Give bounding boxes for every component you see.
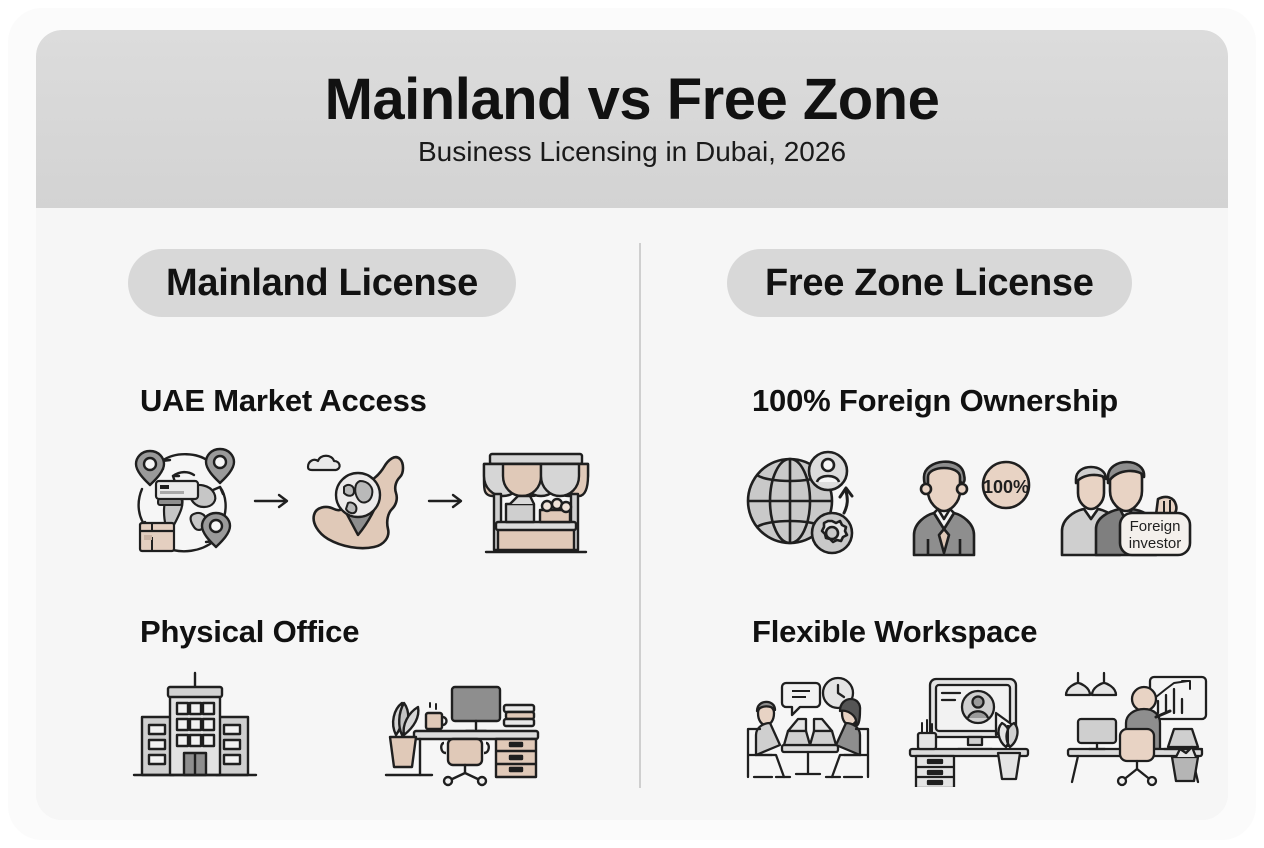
section-heading-physical-office: Physical Office xyxy=(140,614,360,649)
foreign-investor-sign-illustration: Foreign investor xyxy=(1058,443,1192,559)
presentation-workspace-illustration xyxy=(1064,669,1208,787)
page-surface: Mainland vs Free Zone Business Licensing… xyxy=(8,8,1256,840)
comparison-body: Mainland License UAE Market Access xyxy=(36,208,1228,820)
column-header-pill-free-zone[interactable]: Free Zone License xyxy=(727,249,1132,317)
sign-label-line1: Foreign xyxy=(1130,518,1181,535)
flow-arrow-1 xyxy=(246,493,300,509)
businessman-hundred-percent-illustration: 100% xyxy=(904,443,1032,559)
world-map-logistics-illustration xyxy=(128,443,246,559)
illustration-row-foreign-ownership: 100% xyxy=(740,436,1200,566)
section-heading-flexible-workspace: Flexible Workspace xyxy=(752,614,1038,649)
section-heading-uae-market-access: UAE Market Access xyxy=(140,383,427,418)
flow-arrow-2 xyxy=(420,493,474,509)
globe-ownership-illustration xyxy=(740,443,858,559)
sign-label-line2: investor xyxy=(1129,535,1182,552)
illustration-row-market-access xyxy=(128,436,590,566)
illustration-row-flexible-workspace xyxy=(740,663,1208,793)
uae-map-globe-pin-illustration xyxy=(300,443,420,559)
infographic-card: Mainland vs Free Zone Business Licensing… xyxy=(36,30,1228,820)
percentage-badge-label: 100% xyxy=(983,477,1029,497)
column-header-pill-mainland[interactable]: Mainland License xyxy=(128,249,516,317)
column-free-zone: Free Zone License 100% Foreign Ownership xyxy=(636,208,1216,820)
header-band: Mainland vs Free Zone Business Licensing… xyxy=(36,30,1228,208)
section-heading-foreign-ownership: 100% Foreign Ownership xyxy=(752,383,1118,418)
page-subtitle: Business Licensing in Dubai, 2026 xyxy=(417,135,847,167)
column-divider xyxy=(639,243,641,788)
market-stall-illustration xyxy=(474,442,598,560)
pill-label: Mainland License xyxy=(166,261,478,304)
office-building-illustration xyxy=(128,669,262,787)
coworking-meeting-illustration xyxy=(740,669,876,787)
remote-desk-illustration xyxy=(902,669,1038,787)
office-desk-illustration xyxy=(382,669,542,787)
column-mainland: Mainland License UAE Market Access xyxy=(48,208,628,820)
page-title: Mainland vs Free Zone xyxy=(324,66,940,132)
pill-label: Free Zone License xyxy=(765,261,1094,304)
illustration-row-physical-office xyxy=(128,663,578,793)
